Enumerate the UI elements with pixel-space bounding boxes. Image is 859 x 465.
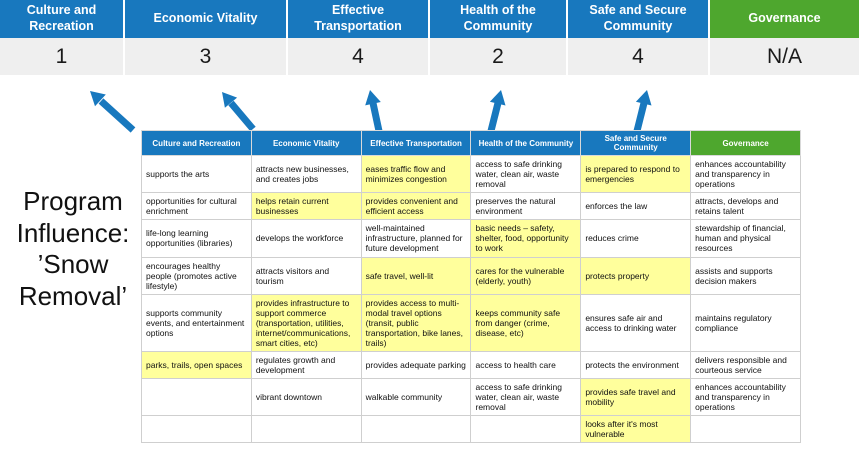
matrix-cell: [690, 414, 801, 443]
matrix-cell: opportunities for cultural enrichment: [141, 192, 252, 221]
arrowhead-icon: [635, 90, 652, 106]
matrix-cell: provides convenient and efficient access: [360, 192, 472, 221]
matrix-row-7: vibrant downtown walkable community access…: [141, 377, 801, 416]
matrix-cell: vibrant downtown: [250, 377, 362, 416]
matrix-cell: helps retain current businesses: [250, 192, 362, 221]
arrowhead-icon: [90, 91, 106, 107]
matrix-cell: [250, 414, 362, 443]
matrix-cell: protects the environment: [580, 350, 692, 379]
matrix-row-5: supports community events, and entertain…: [141, 293, 801, 352]
arrow-up-icon: [487, 102, 502, 132]
matrix-cell: keeps community safe from danger (crime,…: [470, 293, 582, 352]
score-value-1: 1: [0, 38, 125, 75]
matrix-cell: cares for the vulnerable (elderly, youth…: [470, 256, 582, 295]
matrix-row-4: encourages healthy people (promotes acti…: [141, 256, 801, 295]
matrix-cell: provides access to multi-modal travel op…: [360, 293, 472, 352]
matrix-header-4: Health of the Community: [470, 129, 582, 157]
matrix-cell: regulates growth and development: [250, 350, 362, 379]
matrix-row-8: looks after it's most vulnerable: [141, 414, 801, 443]
matrix-cell: eases traffic flow and minimizes congest…: [360, 155, 472, 194]
matrix-cell: access to safe drinking water, clean air…: [470, 155, 582, 194]
arrow-up-icon: [633, 102, 648, 132]
arrowhead-icon: [489, 90, 506, 106]
matrix-cell: life-long learning opportunities (librar…: [141, 219, 252, 258]
matrix-cell: assists and supports decision makers: [690, 256, 801, 295]
summary-header: Culture and Recreation Economic Vitality E…: [0, 0, 859, 38]
matrix-cell: walkable community: [360, 377, 472, 416]
matrix-header-5: Safe and Secure Community: [580, 129, 692, 157]
matrix-cell: supports community events, and entertain…: [141, 293, 252, 352]
matrix-cell: parks, trails, open spaces: [141, 350, 252, 379]
summary-col-6: Governance: [710, 0, 859, 38]
matrix-cell: protects property: [580, 256, 692, 295]
matrix-cell: provides infrastructure to support comme…: [250, 293, 362, 352]
program-title: Program Influence: ’Snow Removal’: [16, 186, 130, 312]
matrix-header-row: Culture and Recreation Economic Vitality E…: [141, 129, 801, 157]
matrix-cell: provides adequate parking: [360, 350, 472, 379]
matrix-cell: [360, 414, 472, 443]
matrix-cell: provides safe travel and mobility: [580, 377, 692, 416]
summary-col-3: Effective Transportation: [288, 0, 430, 38]
matrix-cell: looks after it's most vulnerable: [580, 414, 692, 443]
summary-col-5: Safe and Secure Community: [568, 0, 710, 38]
matrix-cell: is prepared to respond to emergencies: [580, 155, 692, 194]
matrix-cell: [141, 377, 252, 416]
summary-col-4: Health of the Community: [430, 0, 568, 38]
matrix-cell: attracts visitors and tourism: [250, 256, 362, 295]
matrix-row-1: supports the arts attracts new businesses…: [141, 155, 801, 194]
score-value-5: 4: [568, 38, 710, 75]
matrix-cell: enhances accountability and transparency…: [690, 155, 801, 194]
matrix-header-1: Culture and Recreation: [141, 129, 252, 157]
matrix-row-6: parks, trails, open spaces regulates grow…: [141, 350, 801, 379]
matrix-cell: attracts, develops and retains talent: [690, 192, 801, 221]
matrix-row-2: opportunities for cultural enrichment hel…: [141, 192, 801, 221]
arrow-up-icon: [369, 102, 383, 132]
matrix-header-3: Effective Transportation: [360, 129, 472, 157]
matrix-cell: develops the workforce: [250, 219, 362, 258]
score-value-3: 4: [288, 38, 430, 75]
matrix-cell: reduces crime: [580, 219, 692, 258]
score-value-4: 2: [430, 38, 568, 75]
matrix-cell: safe travel, well-lit: [360, 256, 472, 295]
score-row: 1 3 4 2 4 N/A: [0, 38, 859, 75]
score-value-2: 3: [125, 38, 288, 75]
influence-matrix: Culture and Recreation Economic Vitality E…: [141, 129, 801, 443]
matrix-header-6: Governance: [690, 129, 801, 157]
matrix-cell: [470, 414, 582, 443]
matrix-cell: basic needs – safety, shelter, food, opp…: [470, 219, 582, 258]
arrowhead-icon: [222, 92, 238, 108]
matrix-cell: ensures safe air and access to drinking …: [580, 293, 692, 352]
matrix-cell: access to safe drinking water, clean air…: [470, 377, 582, 416]
matrix-cell: [141, 414, 252, 443]
matrix-cell: maintains regulatory compliance: [690, 293, 801, 352]
matrix-row-3: life-long learning opportunities (librar…: [141, 219, 801, 258]
matrix-cell: preserves the natural environment: [470, 192, 582, 221]
matrix-cell: enforces the law: [580, 192, 692, 221]
matrix-cell: attracts new businesses, and creates job…: [250, 155, 362, 194]
summary-col-1: Culture and Recreation: [0, 0, 125, 38]
matrix-cell: delivers responsible and courteous servi…: [690, 350, 801, 379]
matrix-header-2: Economic Vitality: [250, 129, 362, 157]
matrix-cell: access to health care: [470, 350, 582, 379]
arrow-up-icon: [228, 100, 256, 132]
matrix-cell: encourages healthy people (promotes acti…: [141, 256, 252, 295]
score-value-6: N/A: [766, 44, 802, 68]
matrix-cell: supports the arts: [141, 155, 252, 194]
matrix-cell: well-maintained infrastructure, planned …: [360, 219, 472, 258]
summary-col-2: Economic Vitality: [125, 0, 288, 38]
arrow-up-icon: [98, 98, 136, 133]
matrix-cell: stewardship of financial, human and phys…: [690, 219, 801, 258]
arrowhead-icon: [365, 90, 381, 106]
matrix-cell: enhances accountability and transparency…: [690, 377, 801, 416]
